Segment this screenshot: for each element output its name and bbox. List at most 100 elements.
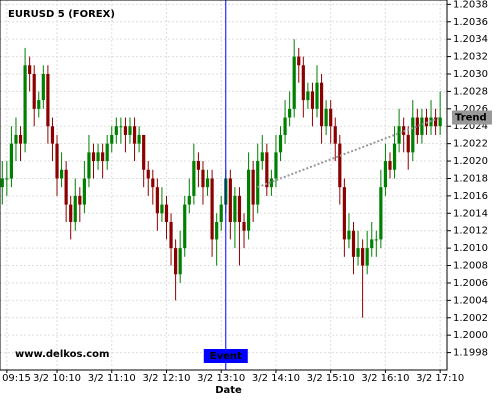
x-tick-label: 3/2 16:10 bbox=[361, 373, 409, 384]
candle-body bbox=[46, 74, 50, 127]
candle-body bbox=[347, 230, 351, 240]
candle-body bbox=[55, 143, 59, 179]
y-tick-label: 1.2028 bbox=[453, 86, 488, 97]
y-tick-label: 1.2030 bbox=[453, 69, 488, 80]
x-tick-label: 3/2 11:10 bbox=[88, 373, 136, 384]
candle-body bbox=[242, 222, 246, 231]
y-tick-label: 1.2036 bbox=[453, 17, 488, 28]
candle-body bbox=[87, 152, 91, 179]
candle-body bbox=[237, 195, 242, 222]
candle-body bbox=[187, 195, 191, 205]
candle-body bbox=[297, 56, 301, 66]
candle-body bbox=[73, 195, 77, 222]
candle-body bbox=[183, 204, 187, 249]
candle-body bbox=[379, 187, 383, 240]
candle-body bbox=[265, 152, 269, 188]
y-tick-label: 1.2004 bbox=[453, 295, 488, 306]
candle-body bbox=[292, 56, 296, 109]
candle-body bbox=[37, 100, 41, 109]
y-tick-label: 1.2010 bbox=[453, 243, 488, 254]
x-tick-label: 3/2 09:15 bbox=[0, 373, 31, 384]
candle-body bbox=[14, 134, 18, 144]
candle-body bbox=[155, 187, 159, 214]
candle-body bbox=[132, 126, 137, 144]
candle-body bbox=[164, 204, 169, 222]
x-tick-label: 3/2 12:10 bbox=[142, 373, 190, 384]
candle-body bbox=[397, 126, 401, 144]
trend-line bbox=[257, 116, 441, 189]
y-tick-label: 1.1998 bbox=[453, 348, 488, 359]
candle-body bbox=[420, 117, 424, 135]
candle-body bbox=[388, 161, 392, 170]
candle-body bbox=[228, 178, 232, 222]
candle-body bbox=[365, 248, 369, 266]
candle-body bbox=[41, 74, 45, 101]
y-tick-label: 1.2006 bbox=[453, 278, 488, 289]
y-tick-label: 1.2026 bbox=[453, 104, 488, 115]
candle-body bbox=[9, 143, 13, 179]
candle-body bbox=[306, 91, 310, 101]
candle-body bbox=[151, 178, 155, 188]
candle-body bbox=[205, 178, 210, 188]
watermark: www.delkos.com bbox=[15, 349, 109, 360]
candle-body bbox=[269, 178, 273, 188]
candle-body bbox=[110, 134, 114, 144]
candle-body bbox=[256, 161, 260, 205]
candle-body bbox=[59, 169, 64, 179]
y-tick-label: 1.2032 bbox=[453, 52, 488, 63]
y-tick-label: 1.2002 bbox=[453, 313, 488, 324]
chart-title: EURUSD 5 (FOREX) bbox=[8, 9, 115, 20]
candle-body bbox=[50, 126, 55, 144]
y-tick-label: 1.2000 bbox=[453, 330, 488, 341]
plot-frame bbox=[0, 0, 448, 371]
candle-body bbox=[283, 117, 287, 135]
candle-body bbox=[32, 74, 36, 109]
candle-body bbox=[169, 222, 173, 249]
candle-body bbox=[96, 152, 100, 162]
candle-body bbox=[105, 143, 109, 162]
candle-body bbox=[361, 248, 365, 266]
candle-body bbox=[415, 117, 419, 135]
candle-body bbox=[114, 126, 118, 135]
candle-body bbox=[137, 134, 141, 144]
candle-body bbox=[196, 161, 201, 170]
candle-body bbox=[392, 143, 397, 170]
candle-body bbox=[319, 82, 324, 127]
candle-body bbox=[91, 152, 96, 162]
y-tick-label: 1.2012 bbox=[453, 226, 488, 237]
candle-body bbox=[210, 178, 214, 240]
candle-body bbox=[374, 239, 378, 241]
candle-body bbox=[411, 117, 415, 153]
candle-body bbox=[260, 152, 264, 162]
x-tick-label: 3/2 17:10 bbox=[416, 373, 464, 384]
trend-tag bbox=[452, 110, 492, 125]
candle-body bbox=[288, 108, 292, 118]
candle-body bbox=[383, 161, 388, 188]
y-tick-label: 1.2016 bbox=[453, 191, 488, 202]
candle-body bbox=[251, 169, 255, 205]
candle-body bbox=[18, 134, 23, 144]
y-tick-label: 1.2008 bbox=[453, 261, 488, 272]
candle-body bbox=[246, 169, 251, 231]
candle-body bbox=[82, 178, 86, 205]
candle-body bbox=[274, 152, 278, 179]
candle-body bbox=[333, 126, 337, 144]
candle-body bbox=[146, 169, 150, 179]
candle-body bbox=[0, 178, 4, 188]
candle-body bbox=[23, 65, 27, 144]
x-axis-label: Date bbox=[215, 385, 242, 396]
candle-body bbox=[142, 134, 146, 170]
candle-body bbox=[301, 65, 305, 101]
y-tick-label: 1.2038 bbox=[453, 0, 488, 10]
x-tick-label: 3/2 10:10 bbox=[33, 373, 81, 384]
x-tick-label: 3/2 13:10 bbox=[197, 373, 245, 384]
x-tick-label: 3/2 15:10 bbox=[307, 373, 355, 384]
candle-body bbox=[160, 204, 164, 214]
event-label: Event bbox=[210, 351, 242, 362]
candle-body bbox=[370, 239, 374, 249]
candle-body bbox=[315, 82, 319, 109]
candle-body bbox=[219, 204, 223, 222]
candle-body bbox=[215, 222, 219, 240]
candle-body bbox=[434, 117, 438, 127]
